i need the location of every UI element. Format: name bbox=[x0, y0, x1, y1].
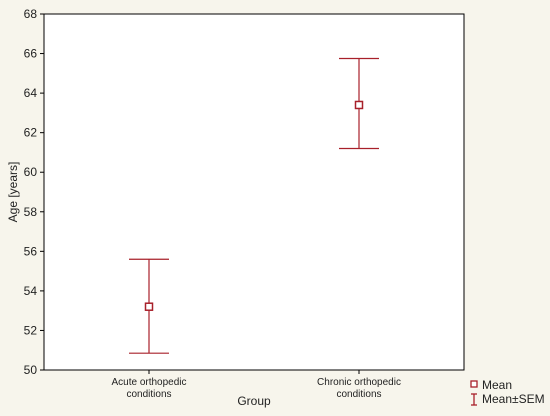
x-category-label: conditions bbox=[336, 389, 381, 400]
y-tick-label: 52 bbox=[24, 323, 38, 337]
y-tick-label: 62 bbox=[24, 126, 38, 140]
legend-mean-label: Mean bbox=[482, 378, 512, 392]
plot-frame bbox=[43, 13, 465, 371]
y-tick-label: 54 bbox=[24, 284, 38, 298]
legend: Mean Mean±SEM bbox=[470, 378, 545, 406]
legend-mean-marker bbox=[470, 380, 478, 388]
y-tick-label: 58 bbox=[24, 205, 38, 219]
plot-background bbox=[44, 14, 464, 370]
y-axis-ticks: 50 52 54 56 58 60 62 64 66 68 bbox=[24, 7, 44, 377]
legend-sem-label: Mean±SEM bbox=[482, 392, 545, 406]
y-tick-label: 64 bbox=[24, 86, 38, 100]
x-category-label: conditions bbox=[126, 389, 171, 400]
x-category-label: Chronic orthopedic bbox=[317, 377, 401, 388]
x-category-label: Acute orthopedic bbox=[111, 377, 186, 388]
legend-sem-marker bbox=[471, 393, 477, 406]
data-marks bbox=[129, 57, 379, 354]
mean-point bbox=[354, 100, 364, 110]
y-tick-label: 60 bbox=[24, 165, 38, 179]
x-axis-title: Group bbox=[237, 394, 271, 408]
y-tick-label: 50 bbox=[24, 363, 38, 377]
y-tick-label: 68 bbox=[24, 7, 38, 21]
y-tick-label: 66 bbox=[24, 47, 38, 61]
mean-point bbox=[144, 302, 154, 311]
y-tick-label: 56 bbox=[24, 244, 38, 258]
y-axis-title: Age [years] bbox=[6, 162, 20, 223]
